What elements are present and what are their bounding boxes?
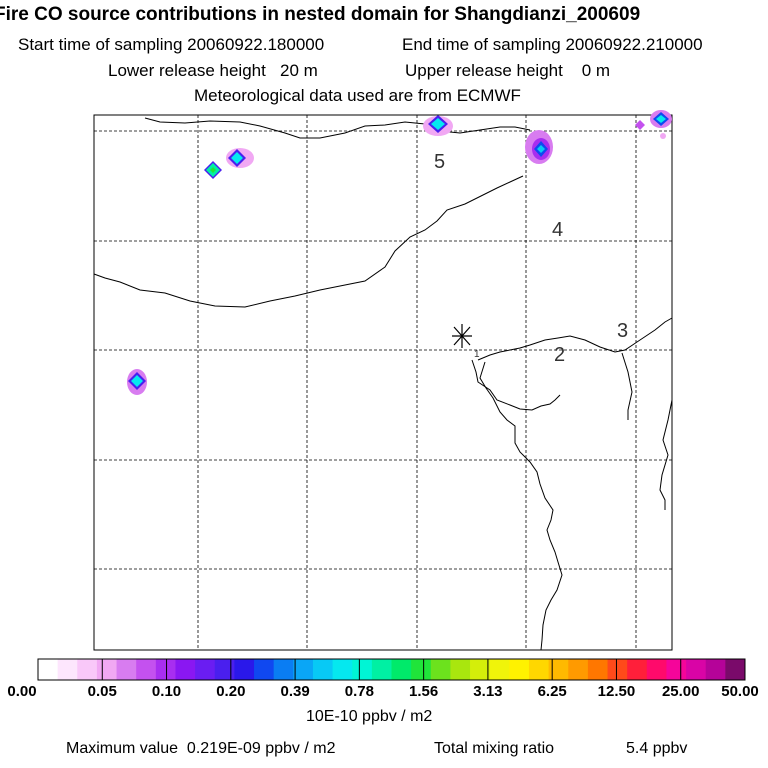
- total-mixing-label: Total mixing ratio: [434, 740, 555, 757]
- colorbar-swatch: [155, 659, 176, 680]
- colorbar-tick-label: 0.05: [87, 683, 117, 700]
- plume: [127, 369, 147, 395]
- plume: [660, 133, 666, 139]
- colorbar-outline: [37, 658, 746, 681]
- coastline-bay: [93, 175, 524, 308]
- coastline-east: [479, 361, 563, 651]
- colorbar-swatch: [77, 659, 98, 680]
- region-label-1: 1: [474, 349, 480, 360]
- colorbar-swatch: [470, 659, 491, 680]
- colorbar-swatch: [528, 659, 550, 680]
- plume: [635, 120, 645, 130]
- region-label-4: 4: [552, 219, 563, 241]
- colorbar-swatch: [136, 659, 157, 680]
- colorbar-tick-label: 0.10: [151, 683, 182, 700]
- total-mixing-value: 5.4 ppbv: [626, 740, 688, 757]
- colorbar-tick-label: 25.00: [661, 683, 700, 700]
- colorbar-tick-label: 0.20: [216, 683, 246, 700]
- fire-plumes: [127, 110, 672, 395]
- colorbar-swatch: [627, 659, 648, 680]
- colorbar-tick-label: 0.39: [280, 683, 310, 700]
- border-island: [621, 352, 633, 420]
- colorbar-swatch: [411, 659, 432, 680]
- colorbar-swatch: [587, 659, 609, 680]
- border-rise: [659, 399, 673, 510]
- colorbar-swatch: [214, 659, 235, 680]
- colorbar-swatch: [646, 659, 667, 680]
- colorbar-swatch: [57, 659, 78, 680]
- colorbar-swatch: [430, 659, 451, 680]
- colorbar-swatch: [352, 659, 373, 680]
- colorbar-tick-label: 3.13: [473, 683, 503, 700]
- colorbar-swatch: [116, 659, 137, 680]
- colorbar-swatch: [607, 659, 628, 680]
- colorbar-swatch: [332, 659, 353, 680]
- coastline: [93, 117, 673, 651]
- region-label-5: 5: [434, 151, 445, 173]
- map-frame: [93, 114, 673, 651]
- colorbar-swatch: [96, 659, 118, 680]
- colorbar-swatch: [568, 659, 589, 680]
- colorbar-swatch: [312, 659, 334, 680]
- start-time-label: Start time of sampling 20060922.180000: [18, 35, 325, 54]
- colorbar-swatch: [254, 659, 275, 680]
- region-label-2: 2: [554, 344, 565, 366]
- colorbar-tick-label: 1.56: [409, 683, 439, 700]
- colorbar-tick-label: 0.78: [344, 683, 374, 700]
- plume: [423, 115, 453, 136]
- max-value-label: Maximum value 0.219E-09 ppbv / m2: [66, 740, 336, 757]
- colorbar-unit: 10E-10 ppbv / m2: [306, 708, 433, 725]
- colorbar-tick-label: 6.25: [537, 683, 567, 700]
- region-labels: 5 4 3 2 1: [434, 151, 628, 366]
- met-data-label: Meteorological data used are from ECMWF: [194, 86, 521, 105]
- colorbar-tick-label: 12.50: [597, 683, 636, 700]
- colorbar-swatch: [371, 659, 392, 680]
- coastline-north: [144, 117, 531, 139]
- colorbar-swatch: [489, 659, 510, 680]
- end-time-label: End time of sampling 20060922.210000: [402, 35, 703, 54]
- colorbar-swatch: [273, 659, 294, 680]
- plume: [525, 130, 553, 164]
- colorbar-swatch: [725, 659, 746, 680]
- colorbar-swatch: [548, 659, 569, 680]
- coastline-peninsula: [471, 359, 561, 411]
- region-label-3: 3: [617, 320, 628, 342]
- colorbar-swatch: [705, 659, 726, 680]
- colorbar: [37, 658, 746, 681]
- station-marker-icon: [452, 324, 472, 348]
- colorbar-swatch: [391, 659, 412, 680]
- colorbar-swatch: [686, 659, 707, 680]
- colorbar-swatch: [293, 659, 314, 680]
- plume: [226, 148, 254, 168]
- colorbar-swatch: [509, 659, 530, 680]
- colorbar-tick-label: 50.00: [721, 683, 759, 700]
- lat-lon-grid: [94, 115, 672, 650]
- border-east: [477, 317, 673, 361]
- colorbar-swatch: [195, 659, 216, 680]
- lower-release-label: Lower release height 20 m: [108, 61, 318, 80]
- colorbar-swatch: [450, 659, 471, 680]
- upper-release-label: Upper release height 0 m: [405, 61, 611, 80]
- colorbar-swatch: [666, 659, 687, 680]
- colorbar-swatch: [38, 659, 59, 680]
- plume: [204, 161, 222, 179]
- colorbar-swatch: [234, 659, 255, 680]
- colorbar-tick-label: 0.00: [7, 683, 37, 700]
- colorbar-swatch: [175, 659, 196, 680]
- plume: [650, 110, 672, 128]
- page-title: Fire CO source contributions in nested d…: [0, 4, 641, 25]
